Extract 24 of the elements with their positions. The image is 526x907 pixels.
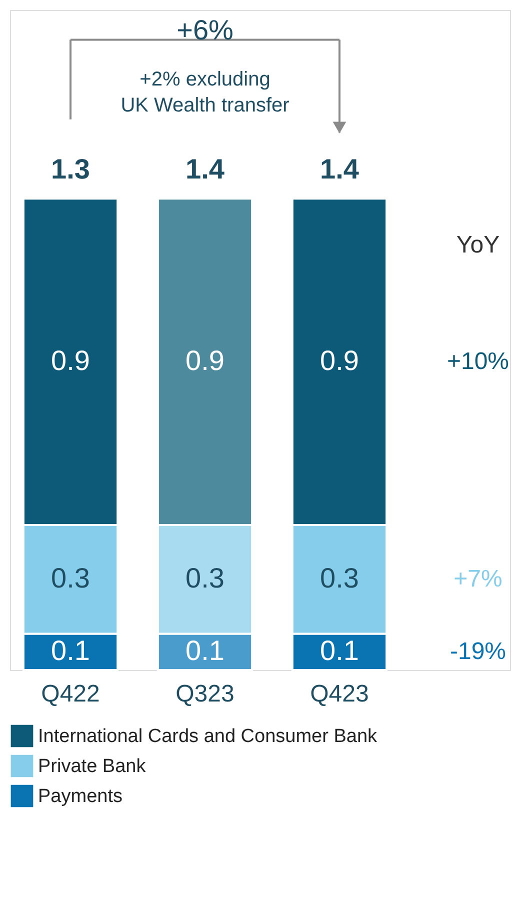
legend-label: Payments — [38, 786, 122, 807]
total-label: 1.4 — [320, 154, 360, 185]
data-label: 0.9 — [51, 344, 90, 376]
annotation: +7% — [454, 565, 502, 592]
text: +2% excluding UK Wealth transfer — [120, 68, 290, 116]
x-tick-label: Q422 — [41, 680, 100, 708]
total-label: 1.4 — [186, 154, 225, 185]
data-label: 0.3 — [51, 562, 90, 594]
x-tick-label: Q423 — [310, 680, 369, 708]
legend-label: Private Bank — [38, 756, 146, 777]
data-label: 0.3 — [320, 562, 359, 594]
annotation: YoY — [456, 232, 500, 259]
annotation: -19% — [450, 638, 506, 665]
total-label: 1.3 — [51, 154, 90, 185]
annotation: +10% — [446, 348, 510, 375]
data-label: 0.3 — [186, 562, 224, 594]
text: +6% — [176, 14, 234, 46]
data-label: 0.1 — [320, 634, 359, 666]
data-label: 0.9 — [320, 344, 359, 376]
legend-label: International Cards and Consumer Bank — [38, 726, 378, 747]
data-label: 0.1 — [186, 634, 224, 666]
data-label: 0.9 — [186, 344, 224, 376]
data-label: 0.1 — [51, 634, 90, 666]
x-tick-label: Q323 — [176, 680, 234, 708]
